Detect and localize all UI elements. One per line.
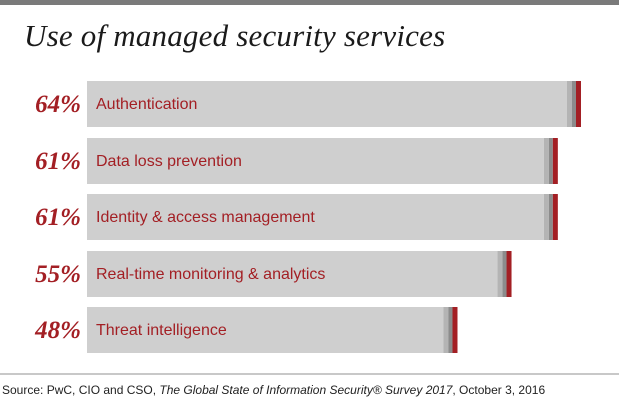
category-label: Authentication <box>96 96 197 113</box>
bar-end-accent <box>552 194 558 240</box>
source-prefix: Source: PwC, CIO and CSO, <box>2 383 160 397</box>
category-label: Data loss prevention <box>96 153 242 170</box>
source-note: Source: PwC, CIO and CSO, The Global Sta… <box>2 383 545 397</box>
bar-end-stripe <box>543 138 549 184</box>
bar-end-stripe <box>548 138 553 184</box>
value-label: 48% <box>34 317 81 344</box>
bar-end-stripe <box>548 194 553 240</box>
bar <box>87 138 544 184</box>
value-label: 64% <box>35 91 81 118</box>
bar <box>87 194 544 240</box>
bottom-rule <box>0 373 619 375</box>
top-rule <box>0 0 619 5</box>
bar-end-stripe <box>443 307 449 353</box>
bar-row: 61% Identity & access management <box>35 194 558 240</box>
bar-end-stripe <box>572 81 576 127</box>
source-publication: The Global State of Information Security… <box>159 383 453 397</box>
bar <box>87 307 444 353</box>
category-label: Real-time monitoring & analytics <box>96 266 325 283</box>
chart-title: Use of managed security services <box>24 18 446 53</box>
bar-end-accent <box>452 307 458 353</box>
bar-end-stripe <box>502 251 507 297</box>
bar <box>87 81 567 127</box>
value-label: 61% <box>35 148 81 175</box>
bar <box>87 251 498 297</box>
bar-end-accent <box>506 251 512 297</box>
category-label: Identity & access management <box>96 209 315 226</box>
value-label: 55% <box>35 261 81 288</box>
bar-end-stripe <box>448 307 453 353</box>
bar-end-accent <box>552 138 558 184</box>
category-label: Threat intelligence <box>96 322 227 339</box>
source-suffix: , October 3, 2016 <box>452 383 546 397</box>
bar-row: 64% Authentication <box>35 81 581 127</box>
bar-end-stripe <box>497 251 503 297</box>
bar-end-accent <box>576 81 581 127</box>
value-label: 61% <box>35 204 81 231</box>
bar-end-stripe <box>543 194 549 240</box>
bar-chart: 64% Authentication 61% Data loss prevention… <box>34 81 581 353</box>
bar-row: 48% Threat intelligence <box>34 307 458 353</box>
bar-row: 55% Real-time monitoring & analytics <box>35 251 512 297</box>
bar-end-stripe <box>567 81 572 127</box>
bar-row: 61% Data loss prevention <box>35 138 558 184</box>
